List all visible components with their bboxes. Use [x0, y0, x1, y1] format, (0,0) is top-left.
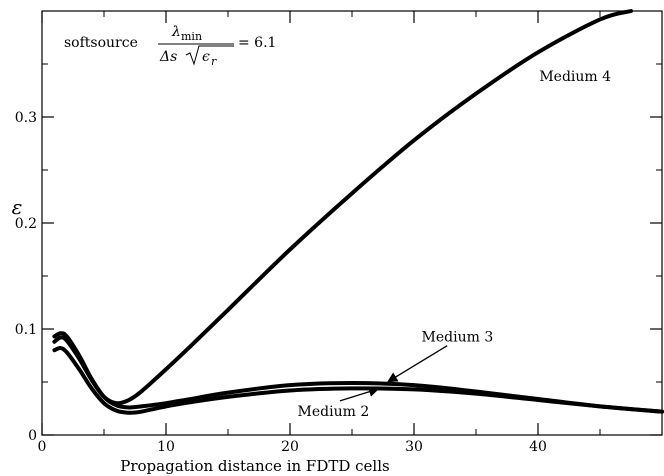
x-axis-title: Propagation distance in FDTD cells — [120, 457, 389, 475]
y-tick-label: 0.2 — [15, 216, 37, 232]
series-label-medium-3: Medium 3 — [422, 330, 494, 346]
label-arrow — [339, 386, 380, 402]
y-axis-title: ε — [12, 195, 23, 219]
ticks-layer: 0 0.1 0.2 0.3 0 10 20 30 40 — [15, 10, 662, 455]
x-tick-label: 0 — [38, 439, 47, 455]
x-tick-label: 10 — [157, 439, 175, 455]
y-tick-label: 0 — [28, 428, 37, 444]
annotation-value: = 6.1 — [238, 35, 276, 51]
y-tick-label: 0.1 — [15, 322, 37, 338]
annotation-prefix: softsource — [64, 35, 138, 51]
annotation-formula: softsource λ min Δs ϵ r = 6.1 — [64, 24, 276, 68]
series-layer — [52, 9, 664, 415]
annotation-radicand: ϵ — [202, 49, 210, 65]
x-tick-label: 20 — [281, 439, 299, 455]
y-tick-label: 0.3 — [15, 110, 37, 126]
series-line-medium-3 — [52, 331, 664, 414]
series-label-medium-2: Medium 2 — [298, 404, 370, 420]
labels-layer: Medium 4 Medium 3 Medium 2 — [298, 69, 612, 420]
label-arrow — [386, 345, 448, 383]
x-tick-label: 40 — [529, 439, 547, 455]
annotation-denominator-left: Δs — [159, 49, 177, 65]
annotation-radicand-sub: r — [211, 55, 217, 68]
annotation-numerator: λ — [171, 24, 181, 40]
annotation-sqrt-sign — [185, 45, 234, 66]
series-line-medium-2 — [52, 346, 664, 415]
annotation-numerator-sub: min — [181, 30, 202, 43]
x-tick-label: 30 — [405, 439, 423, 455]
series-label-medium-4: Medium 4 — [539, 69, 611, 85]
